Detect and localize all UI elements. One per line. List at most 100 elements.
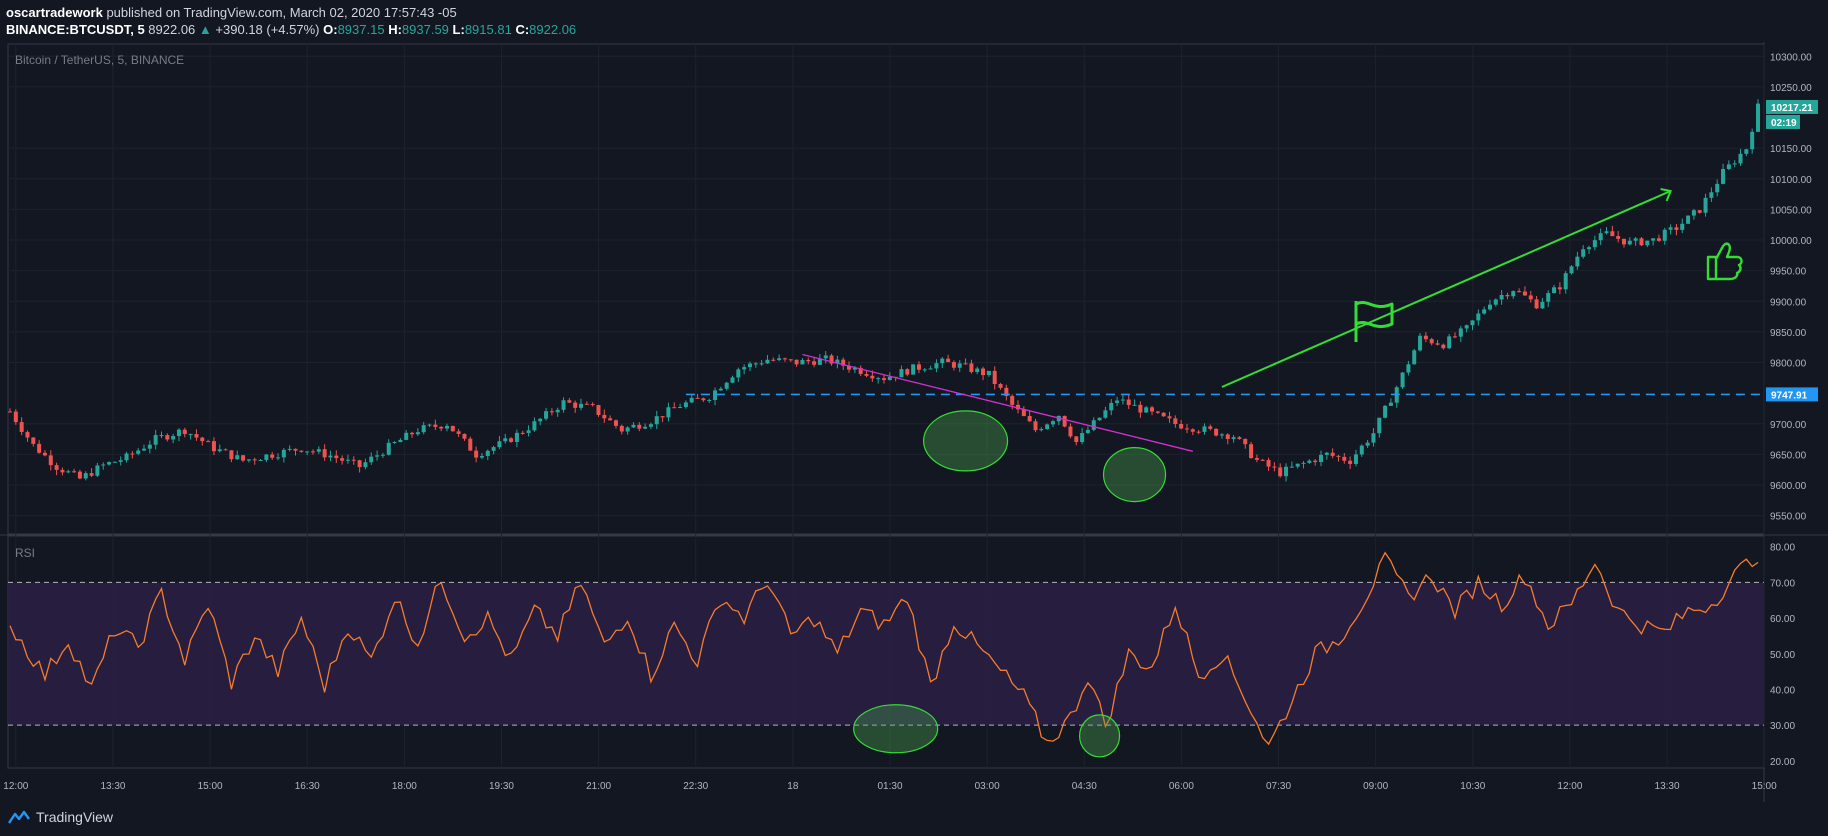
candle-body [182,429,187,435]
candle-body [1604,231,1609,234]
candle-body [375,455,380,457]
publish-line: oscartradework published on TradingView.… [6,5,457,20]
candle-body [905,369,910,375]
footer: TradingView [0,802,1828,836]
time-tick-label: 16:30 [295,781,320,792]
candle-body [573,402,578,408]
candle-body [31,437,36,444]
candle-body [1138,404,1143,413]
low-label: L: [452,22,465,37]
time-tick-label: 03:00 [975,781,1000,792]
rsi-band [8,582,1764,726]
candle-body [1487,304,1492,310]
descending-trend-line [802,353,1193,452]
candle-body [567,400,572,403]
rsi-title: RSI [15,546,35,560]
price-pane-frame [7,43,1765,535]
price-tick-label: 9700.00 [1770,420,1807,431]
candle-body [1150,407,1155,412]
candle-body [270,454,275,458]
price-tick-label: 9650.00 [1770,450,1807,461]
candle-body [1680,223,1685,230]
time-tick-label: 19:30 [489,781,514,792]
price-highlight-ellipse [1102,446,1167,503]
candle-body [1109,402,1114,411]
candle-body [747,363,752,368]
candle-body [590,404,595,406]
candle-body [1552,287,1557,294]
candle-body [1493,299,1498,305]
candle-body [1330,452,1335,456]
candle-body [1120,399,1125,401]
candle-body [963,363,968,365]
price-tick-label: 10150.00 [1770,144,1812,155]
time-tick-label: 21:00 [586,781,611,792]
candle-body [771,359,776,361]
candle-body [1540,301,1545,309]
candle-body [223,449,228,451]
rsi-tick-label: 50.00 [1770,650,1795,661]
candle-body [934,363,939,369]
candle-body [532,421,537,431]
candle-body [1557,287,1562,290]
candle-body [800,359,805,365]
candle-body [1214,428,1219,436]
candle-body [503,438,508,442]
candle-body [1091,420,1096,430]
candle-body [608,418,613,421]
ascending-trend-line [1221,190,1672,388]
candle-body [281,449,286,458]
candle-body [584,403,589,405]
candle-body [1237,437,1242,439]
candle-body [1196,431,1201,433]
candle-body [887,376,892,381]
candle-body [462,433,467,439]
candle-body [1447,336,1452,349]
candle-body [1336,455,1341,457]
candle-body [1441,344,1446,349]
candle-body [1202,426,1207,432]
candle-body [293,448,298,451]
candle-body [264,454,269,460]
tradingview-brand[interactable]: TradingView [8,809,113,825]
candle-body [1016,404,1021,410]
open-label: O: [323,22,338,37]
candle-body [736,369,741,378]
candle-body [1499,295,1504,300]
candle-body [1004,387,1009,396]
time-axis[interactable]: 12:00 13:30 15:00 16:30 18:00 19:30 21:00 22:30… [3,781,1777,792]
candle-body [753,363,758,365]
chart-title: Bitcoin / TetherUS, 5, BINANCE [15,53,184,67]
chart-canvas[interactable]: 10300.00 10250.00 10150.00 10100.00 10050.00… [0,42,1828,802]
time-tick-label: 18:00 [392,781,417,792]
candle-body [345,459,350,461]
candle-body [1115,400,1120,403]
candle-body [1278,467,1283,477]
candle-body [683,402,688,408]
author-name[interactable]: oscartradework [6,5,103,20]
candle-body [1260,459,1265,461]
candle-body [1307,460,1312,463]
candle-body [1301,462,1306,464]
candle-body [695,397,700,399]
candle-body [25,431,30,438]
candle-body [643,426,648,429]
candle-body [136,450,141,454]
candle-body [188,434,193,436]
rsi-axis[interactable]: 80.00 70.00 60.00 50.00 40.00 30.00 20.00 [1770,543,1795,768]
candle-body [555,409,560,413]
candle-body [544,411,549,419]
price-axis[interactable]: 10300.00 10250.00 10150.00 10100.00 10050.00… [1766,52,1818,523]
candle-body [415,432,420,435]
candle-body [42,452,47,456]
candle-body [1190,429,1195,432]
candle-body [456,431,461,434]
candle-body [60,469,65,473]
time-tick-label: 06:00 [1169,781,1194,792]
candle-body [287,448,292,450]
candle-body [1435,343,1440,345]
candle-body [392,442,397,444]
candle-body [509,438,514,442]
thumbs-up-icon [1706,242,1743,281]
price-tick-label: 10300.00 [1770,52,1812,63]
